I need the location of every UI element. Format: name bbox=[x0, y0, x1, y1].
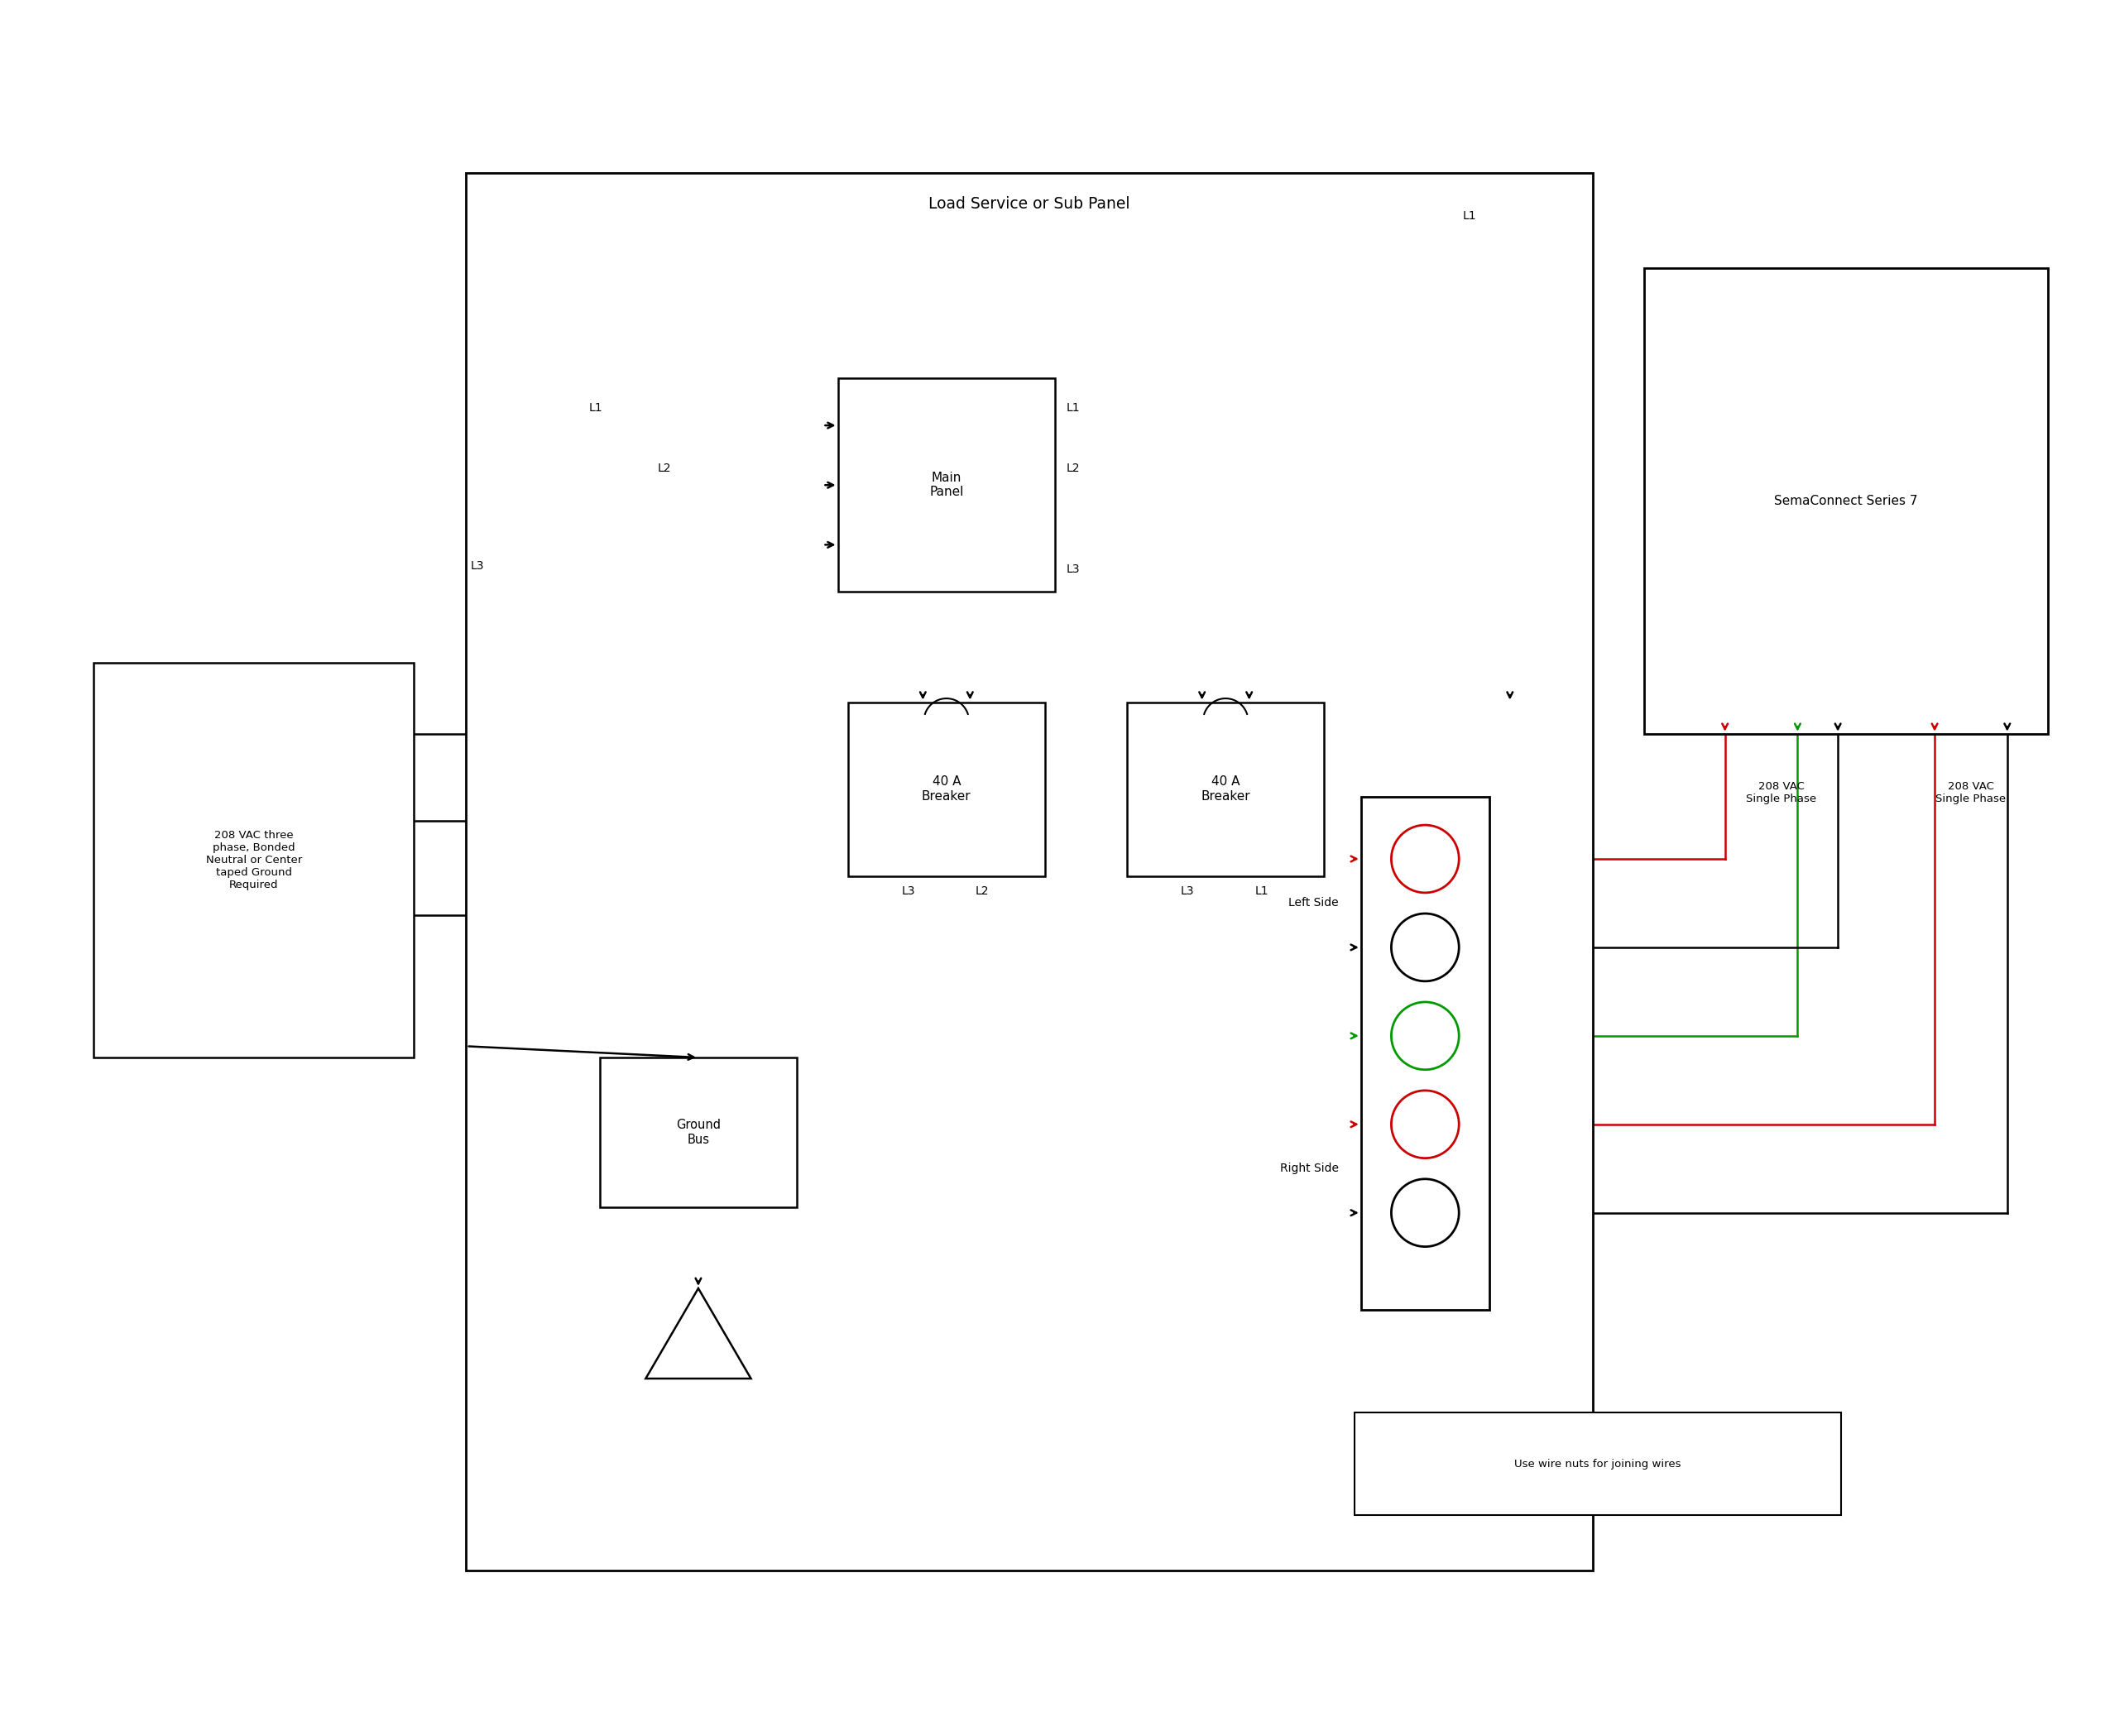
Text: L3: L3 bbox=[901, 885, 916, 898]
Text: L1: L1 bbox=[1462, 210, 1477, 222]
Text: L2: L2 bbox=[658, 462, 671, 474]
FancyBboxPatch shape bbox=[848, 701, 1044, 877]
Text: 208 VAC
Single Phase: 208 VAC Single Phase bbox=[1935, 781, 2007, 804]
Text: L1: L1 bbox=[589, 403, 603, 415]
FancyBboxPatch shape bbox=[466, 174, 1593, 1571]
Text: 208 VAC
Single Phase: 208 VAC Single Phase bbox=[1747, 781, 1817, 804]
Text: SemaConnect Series 7: SemaConnect Series 7 bbox=[1775, 495, 1918, 507]
Text: L3: L3 bbox=[1066, 564, 1080, 575]
FancyBboxPatch shape bbox=[1361, 797, 1490, 1311]
Text: 40 A
Breaker: 40 A Breaker bbox=[922, 776, 971, 802]
Text: L3: L3 bbox=[1182, 885, 1194, 898]
Text: L1: L1 bbox=[1255, 885, 1268, 898]
FancyBboxPatch shape bbox=[838, 378, 1055, 592]
Text: Load Service or Sub Panel: Load Service or Sub Panel bbox=[928, 196, 1129, 212]
Text: 40 A
Breaker: 40 A Breaker bbox=[1201, 776, 1251, 802]
Text: Main
Panel: Main Panel bbox=[928, 472, 964, 498]
Text: L2: L2 bbox=[1066, 462, 1080, 474]
Text: L3: L3 bbox=[471, 559, 483, 571]
Text: Right Side: Right Side bbox=[1281, 1163, 1338, 1174]
Text: 208 VAC three
phase, Bonded
Neutral or Center
taped Ground
Required: 208 VAC three phase, Bonded Neutral or C… bbox=[205, 830, 302, 891]
Text: Left Side: Left Side bbox=[1289, 898, 1338, 910]
FancyBboxPatch shape bbox=[93, 663, 414, 1057]
FancyBboxPatch shape bbox=[1355, 1413, 1840, 1516]
Text: L2: L2 bbox=[975, 885, 990, 898]
FancyBboxPatch shape bbox=[599, 1057, 798, 1208]
Text: Ground
Bus: Ground Bus bbox=[675, 1120, 722, 1146]
FancyBboxPatch shape bbox=[1127, 701, 1323, 877]
Text: L1: L1 bbox=[1066, 403, 1080, 415]
FancyBboxPatch shape bbox=[1644, 267, 2047, 734]
Text: Use wire nuts for joining wires: Use wire nuts for joining wires bbox=[1515, 1458, 1682, 1469]
